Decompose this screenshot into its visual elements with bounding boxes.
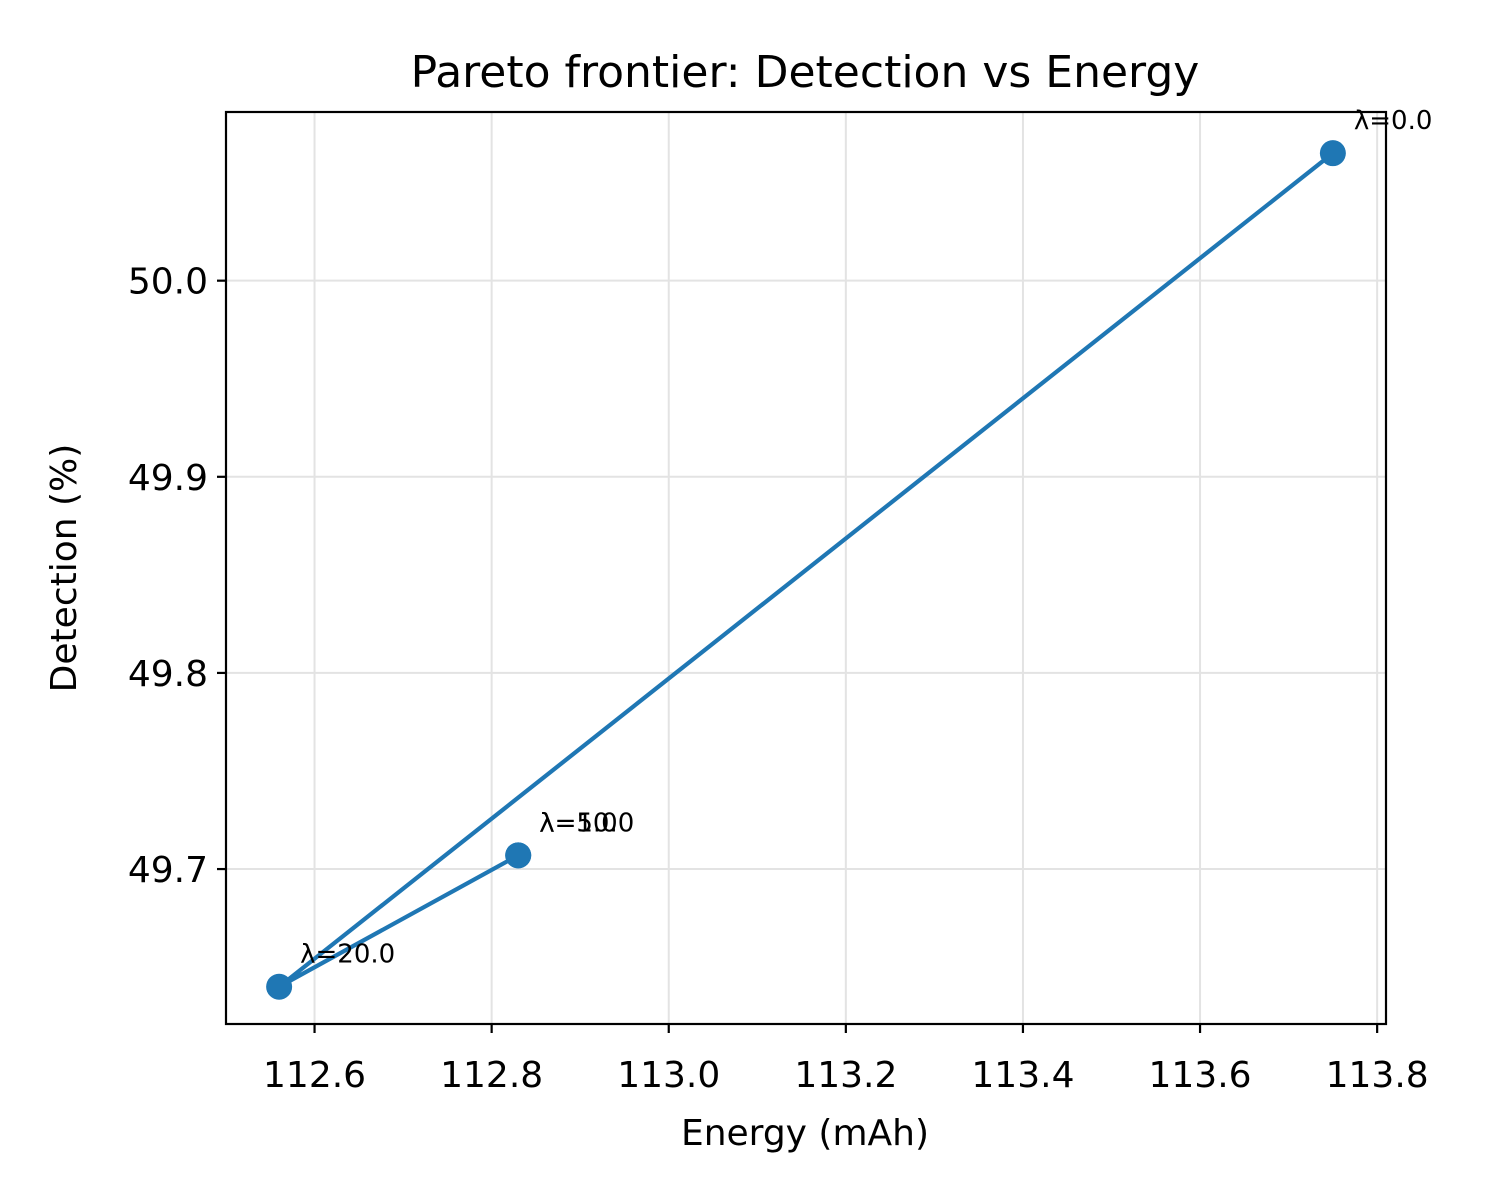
ticks-layer: 112.6 112.8 113.0 113.2 113.4 113.6 113.8 49.7 4… [128, 262, 1429, 1096]
series-layer [266, 140, 1346, 1000]
x-tick-label: 112.6 [263, 1055, 366, 1096]
data-point [505, 842, 532, 869]
x-tick-label: 113.0 [617, 1055, 720, 1096]
point-label: λ=10.0 [539, 808, 634, 838]
series-line [277, 151, 1335, 989]
grid-layer [226, 112, 1386, 1024]
labels-layer: λ=0.0 λ=20.0 λ=5.0λ=10.0 [300, 106, 1432, 970]
point-label: λ=20.0 [300, 940, 395, 970]
y-tick-label: 49.8 [128, 654, 208, 695]
x-tick-label: 113.4 [971, 1055, 1074, 1096]
data-point [1319, 140, 1346, 167]
x-tick-label: 113.2 [794, 1055, 897, 1096]
x-tick-label: 113.8 [1326, 1055, 1429, 1096]
y-tick-label: 49.9 [128, 458, 208, 499]
y-axis-label: Detection (%) [44, 444, 85, 693]
y-tick-label: 49.7 [128, 850, 208, 891]
x-tick-label: 112.8 [440, 1055, 543, 1096]
chart-title: Pareto frontier: Detection vs Energy [411, 47, 1200, 98]
x-axis-label: Energy (mAh) [681, 1113, 929, 1154]
point-label: λ=5.0 [539, 808, 618, 838]
x-tick-label: 113.6 [1149, 1055, 1252, 1096]
data-point [266, 973, 293, 1000]
y-tick-label: 50.0 [128, 262, 208, 303]
point-label: λ=0.0 [1354, 106, 1433, 136]
plot-frame [224, 110, 1388, 1026]
